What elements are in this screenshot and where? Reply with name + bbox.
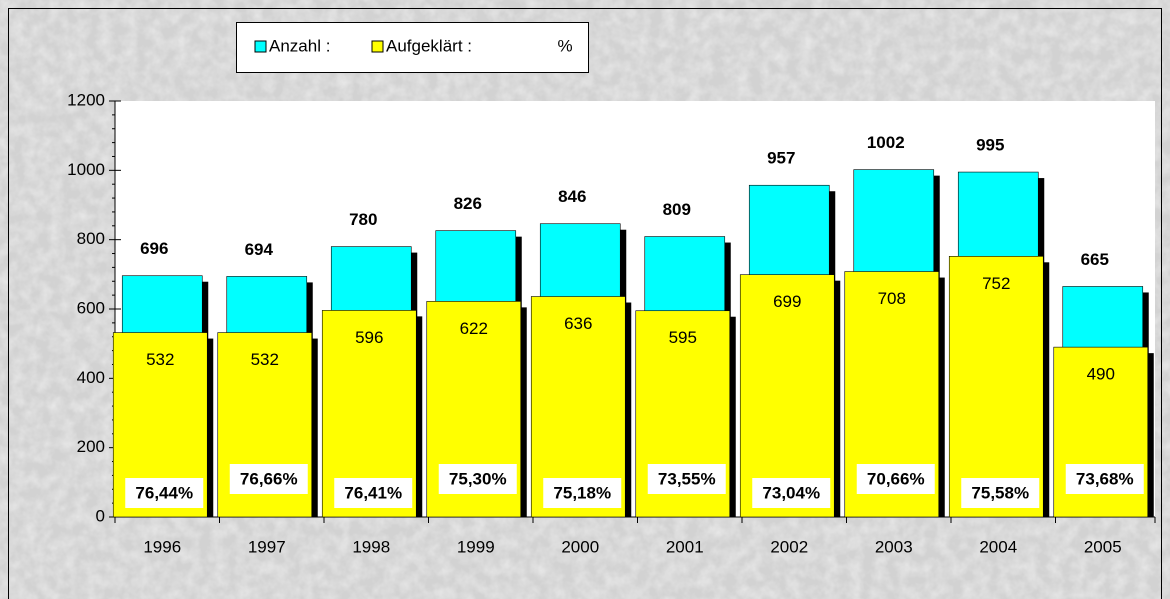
percent-label: 73,55% — [658, 469, 716, 488]
data-label: 596 — [355, 328, 383, 347]
percent-label-box — [229, 464, 308, 494]
x-tick-label: 2003 — [875, 537, 913, 556]
data-label: 665 — [1081, 250, 1109, 269]
x-tick-label: 1999 — [457, 537, 495, 556]
y-tick-label: 400 — [77, 368, 105, 387]
percent-label-box — [961, 478, 1040, 508]
y-tick-label: 200 — [77, 437, 105, 456]
data-label: 696 — [140, 239, 168, 258]
percent-label-box — [1065, 464, 1144, 494]
percent-label-box — [125, 478, 204, 508]
data-label: 694 — [245, 240, 274, 259]
y-tick-label: 1000 — [67, 160, 105, 179]
legend-label: Anzahl : — [269, 36, 330, 55]
y-tick-label: 0 — [96, 506, 105, 525]
percent-label-box — [334, 478, 413, 508]
x-tick-label: 2002 — [770, 537, 808, 556]
data-label: 846 — [558, 187, 586, 206]
percent-label-box — [543, 478, 622, 508]
legend-label: Aufgeklärt : — [386, 36, 472, 55]
data-label: 995 — [976, 136, 1004, 155]
percent-label: 75,18% — [553, 483, 611, 502]
data-label: 826 — [454, 194, 482, 213]
percent-label-box — [856, 464, 935, 494]
legend-swatch — [254, 40, 267, 53]
x-tick-label: 2005 — [1084, 537, 1122, 556]
percent-label-box — [647, 464, 726, 494]
x-tick-label: 2000 — [561, 537, 599, 556]
legend-label: % — [557, 36, 572, 55]
percent-label: 73,68% — [1076, 469, 1134, 488]
data-label: 699 — [773, 292, 801, 311]
data-label: 532 — [146, 350, 174, 369]
y-tick-label: 800 — [77, 229, 105, 248]
x-tick-label: 2001 — [666, 537, 704, 556]
x-tick-label: 1998 — [352, 537, 390, 556]
data-label: 636 — [564, 314, 592, 333]
data-label: 1002 — [867, 133, 905, 152]
x-tick-label: 1996 — [143, 537, 181, 556]
percent-label: 70,66% — [867, 469, 925, 488]
percent-label-box — [752, 478, 831, 508]
percent-label: 75,58% — [971, 483, 1029, 502]
data-label: 957 — [767, 149, 795, 168]
data-label: 622 — [460, 319, 488, 338]
data-label: 809 — [663, 200, 691, 219]
legend-box — [236, 22, 589, 73]
percent-label-box — [438, 464, 517, 494]
x-tick-label: 2004 — [979, 537, 1017, 556]
y-tick-label: 600 — [77, 298, 105, 317]
data-label: 490 — [1087, 365, 1115, 384]
x-tick-label: 1997 — [248, 537, 286, 556]
chart-border — [8, 8, 1162, 599]
percent-label: 76,41% — [344, 483, 402, 502]
data-label: 780 — [349, 210, 377, 229]
bar — [739, 274, 835, 518]
legend — [236, 22, 589, 73]
percent-label: 75,30% — [449, 469, 507, 488]
data-label: 708 — [878, 289, 906, 308]
percent-label: 76,66% — [240, 469, 298, 488]
data-label: 532 — [251, 350, 279, 369]
data-label: 752 — [982, 274, 1010, 293]
percent-label: 76,44% — [135, 483, 193, 502]
bar — [948, 256, 1044, 518]
data-label: 595 — [669, 328, 697, 347]
percent-label: 73,04% — [762, 483, 820, 502]
y-tick-label: 1200 — [67, 90, 105, 109]
legend-swatch — [371, 40, 384, 53]
